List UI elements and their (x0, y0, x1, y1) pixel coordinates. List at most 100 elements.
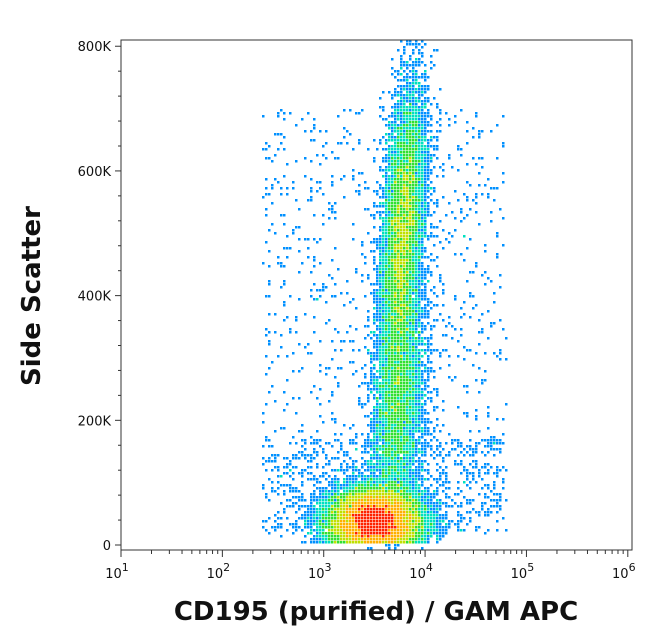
scatter-point (367, 514, 370, 517)
scatter-point (418, 250, 421, 253)
scatter-point (412, 346, 415, 349)
scatter-point (343, 490, 346, 493)
scatter-point (397, 529, 400, 532)
scatter-point (397, 430, 400, 433)
scatter-point (412, 133, 415, 136)
scatter-point (379, 319, 382, 322)
scatter-point (268, 331, 271, 334)
scatter-point (379, 508, 382, 511)
scatter-point (406, 538, 409, 541)
scatter-point (331, 517, 334, 520)
scatter-point (397, 250, 400, 253)
scatter-point (406, 427, 409, 430)
scatter-point (409, 283, 412, 286)
scatter-point (265, 436, 268, 439)
scatter-point (409, 343, 412, 346)
scatter-point (385, 367, 388, 370)
scatter-point (424, 175, 427, 178)
scatter-point (301, 454, 304, 457)
scatter-point (424, 223, 427, 226)
scatter-point (295, 316, 298, 319)
scatter-point (496, 448, 499, 451)
scatter-point (373, 301, 376, 304)
scatter-point (427, 526, 430, 529)
scatter-point (343, 514, 346, 517)
scatter-point (391, 154, 394, 157)
scatter-point (433, 457, 436, 460)
scatter-point (421, 520, 424, 523)
scatter-point (418, 214, 421, 217)
scatter-point (262, 262, 265, 265)
scatter-point (379, 205, 382, 208)
scatter-point (391, 403, 394, 406)
scatter-point (424, 163, 427, 166)
scatter-point (370, 505, 373, 508)
scatter-point (412, 139, 415, 142)
scatter-point (394, 172, 397, 175)
scatter-point (487, 451, 490, 454)
scatter-point (433, 211, 436, 214)
scatter-point (436, 157, 439, 160)
scatter-point (424, 502, 427, 505)
scatter-point (457, 487, 460, 490)
scatter-point (367, 388, 370, 391)
scatter-point (445, 529, 448, 532)
scatter-point (430, 508, 433, 511)
scatter-point (379, 487, 382, 490)
scatter-point (355, 526, 358, 529)
scatter-point (394, 493, 397, 496)
scatter-point (349, 511, 352, 514)
scatter-point (388, 529, 391, 532)
scatter-point (364, 508, 367, 511)
scatter-point (379, 241, 382, 244)
scatter-point (403, 454, 406, 457)
scatter-point (268, 229, 271, 232)
scatter-point (313, 256, 316, 259)
scatter-point (352, 490, 355, 493)
scatter-point (397, 214, 400, 217)
scatter-point (415, 211, 418, 214)
scatter-point (454, 460, 457, 463)
scatter-point (415, 292, 418, 295)
scatter-point (400, 277, 403, 280)
scatter-point (373, 385, 376, 388)
scatter-point (415, 319, 418, 322)
scatter-point (340, 496, 343, 499)
scatter-point (409, 346, 412, 349)
scatter-point (397, 493, 400, 496)
scatter-point (481, 331, 484, 334)
scatter-point (334, 328, 337, 331)
scatter-point (460, 529, 463, 532)
scatter-point (361, 274, 364, 277)
scatter-point (415, 259, 418, 262)
scatter-point (430, 523, 433, 526)
scatter-point (367, 325, 370, 328)
scatter-point (391, 121, 394, 124)
scatter-point (391, 433, 394, 436)
scatter-point (499, 496, 502, 499)
scatter-point (421, 145, 424, 148)
scatter-point (427, 88, 430, 91)
scatter-point (418, 220, 421, 223)
scatter-point (343, 484, 346, 487)
scatter-point (367, 505, 370, 508)
scatter-point (427, 178, 430, 181)
scatter-point (430, 334, 433, 337)
scatter-point (412, 109, 415, 112)
scatter-point (436, 520, 439, 523)
scatter-point (424, 187, 427, 190)
scatter-point (367, 451, 370, 454)
scatter-point (322, 193, 325, 196)
scatter-point (394, 208, 397, 211)
scatter-point (463, 529, 466, 532)
scatter-point (415, 532, 418, 535)
scatter-point (385, 508, 388, 511)
scatter-point (397, 475, 400, 478)
scatter-point (481, 466, 484, 469)
scatter-point (400, 208, 403, 211)
scatter-point (352, 175, 355, 178)
scatter-point (427, 202, 430, 205)
scatter-point (361, 484, 364, 487)
scatter-point (304, 157, 307, 160)
scatter-point (376, 508, 379, 511)
